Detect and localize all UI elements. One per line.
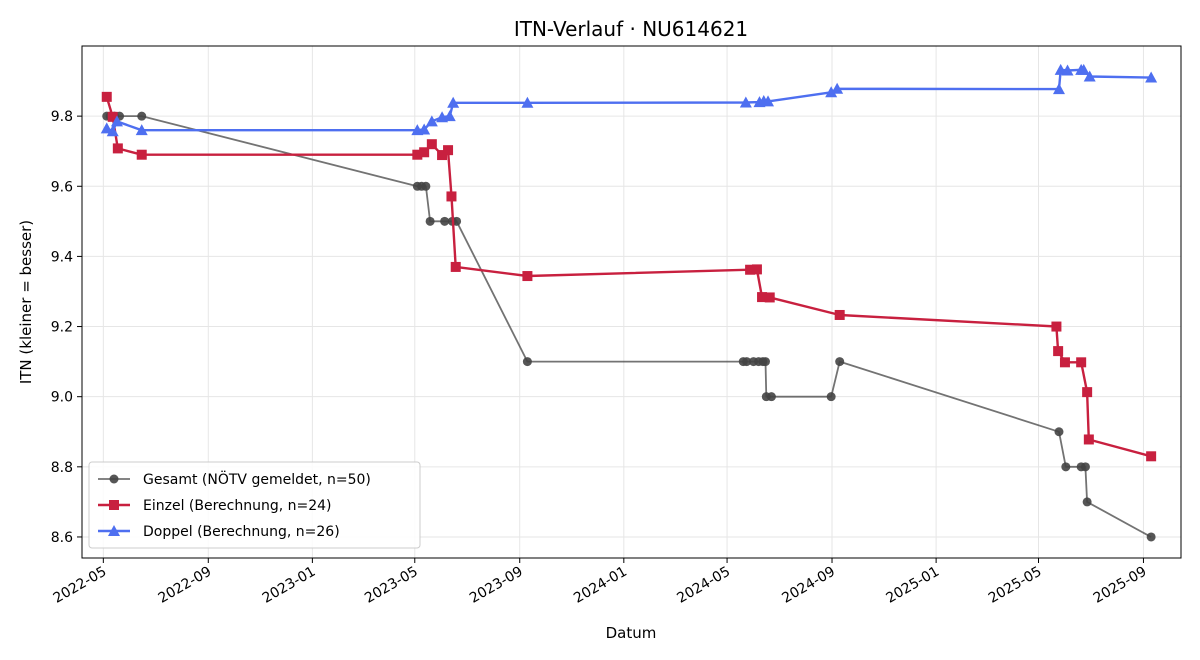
series-layer [100,63,1158,542]
data-point [1061,64,1074,76]
data-point [426,139,437,150]
legend-marker [108,525,120,536]
data-point [437,150,448,161]
data-point [110,115,123,127]
data-point [101,91,112,102]
y-tick-label: 9.2 [51,320,73,336]
data-point [425,115,438,127]
data-point [450,261,461,272]
series-triangle [100,63,1158,137]
data-point [421,181,431,191]
data-point [1053,346,1064,357]
data-point [418,123,431,135]
data-point [452,216,462,226]
chart-title: ITN-Verlauf · NU614621 [514,17,748,41]
y-tick-label: 8.8 [51,460,73,476]
data-point [766,392,776,402]
data-point [425,216,435,226]
data-point [751,264,762,275]
series-square [101,91,1157,462]
plot-area-frame [81,45,1182,559]
data-point [1076,357,1087,368]
data-point [760,357,770,367]
data-point [835,357,845,367]
x-axis-label: Datum [606,624,657,642]
data-point [522,357,532,367]
legend-marker [109,500,119,510]
data-point [825,86,838,98]
data-point [1082,387,1093,398]
data-point [419,147,430,158]
data-point [1146,451,1157,462]
data-point [1052,83,1065,95]
data-point [1054,427,1064,437]
data-point [447,96,460,108]
legend-marker [109,474,119,484]
data-point [1077,63,1090,75]
data-point [826,392,836,402]
data-point [1051,321,1062,332]
data-point [1082,497,1092,507]
data-point [112,143,123,154]
y-tick-label: 9.4 [51,249,73,265]
data-point [757,292,768,303]
y-tick-label: 9.8 [51,109,73,125]
data-point [739,96,752,108]
legend-label: Doppel (Berechnung, n=26) [143,524,340,540]
y-tick-label: 8.6 [51,530,73,546]
legend-label: Einzel (Berechnung, n=24) [143,498,332,514]
data-point [107,111,118,122]
legend: Gesamt (NÖTV gemeldet, n=50) Einzel (Bere… [88,461,421,549]
legend-box [88,461,421,549]
legend-label: Gesamt (NÖTV gemeldet, n=50) [143,470,371,488]
y-tick-label: 9.6 [51,179,73,195]
y-tick-label: 9.0 [51,390,73,406]
data-point [1145,71,1158,83]
data-point [443,145,454,156]
data-point [742,357,752,367]
data-point [100,122,113,134]
legend-entry: Gesamt (NÖTV gemeldet, n=50) [98,470,371,488]
data-point [137,111,147,121]
data-point [745,264,756,275]
data-point [412,149,423,160]
data-point [764,292,775,303]
legend-entry: Doppel (Berechnung, n=26) [98,524,340,540]
legend-entry: Einzel (Berechnung, n=24) [98,498,332,514]
data-point [443,110,456,122]
data-point [1146,532,1156,542]
data-point [136,149,147,160]
data-point [135,124,148,136]
data-point [522,271,533,282]
data-point [834,309,845,320]
y-axis-label: ITN (kleiner = besser) [17,220,35,384]
data-point [1083,70,1096,82]
data-point [440,216,450,226]
data-point [1061,462,1071,472]
data-point [762,95,775,107]
data-point [831,82,844,94]
data-point [1059,357,1070,368]
data-point [106,125,119,137]
data-point [521,96,534,108]
data-point [446,191,457,202]
data-point [1080,462,1090,472]
data-point [1083,434,1094,445]
